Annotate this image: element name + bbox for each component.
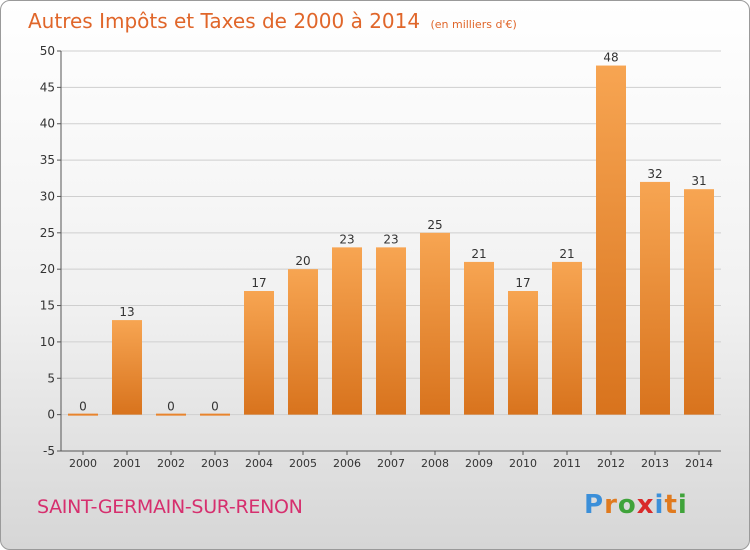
x-tick-label: 2005 (289, 457, 317, 470)
axes (57, 50, 721, 455)
y-tick-label: 0 (47, 408, 55, 422)
chart-title-text: Autres Impôts et Taxes de 2000 à 2014 (28, 9, 421, 33)
bar-2012[interactable] (596, 65, 626, 415)
x-tick-label: 2001 (113, 457, 141, 470)
logo-letter: o (617, 490, 637, 520)
logo-letter: i (677, 490, 688, 520)
data-label-2011: 21 (559, 247, 574, 261)
y-tick-label: 30 (40, 189, 55, 203)
x-tick-label: 2011 (553, 457, 581, 470)
x-tick-label: 2004 (245, 457, 273, 470)
bar-2004[interactable] (244, 291, 274, 415)
data-label-2003: 0 (211, 400, 219, 414)
x-tick-label: 2006 (333, 457, 361, 470)
data-label-2009: 21 (471, 247, 486, 261)
data-label-2010: 17 (515, 276, 530, 290)
logo-letter: i (654, 490, 665, 520)
bar-2001[interactable] (112, 320, 142, 415)
bar-2000[interactable] (68, 413, 98, 416)
x-tick-label: 2012 (597, 457, 625, 470)
data-label-2005: 20 (295, 254, 310, 268)
chart-title: Autres Impôts et Taxes de 2000 à 2014 (e… (28, 9, 517, 33)
x-tick-label: 2009 (465, 457, 493, 470)
data-label-2004: 17 (251, 276, 266, 290)
x-tick-label: 2002 (157, 457, 185, 470)
y-tick-label: 10 (40, 335, 55, 349)
bar-2002[interactable] (156, 413, 186, 416)
commune-name: SAINT-GERMAIN-SUR-RENON (37, 496, 303, 518)
bar-2005[interactable] (288, 269, 318, 415)
data-label-2000: 0 (79, 400, 87, 414)
bar-2013[interactable] (640, 181, 670, 415)
data-labels: 0 13 0 0 17 20 23 23 25 21 17 21 48 32 31 (79, 51, 706, 414)
x-tick-label: 2008 (421, 457, 449, 470)
logo-letter: x (636, 490, 655, 520)
bar-2008[interactable] (420, 232, 450, 415)
bar-2014[interactable] (684, 189, 714, 415)
y-tick-label: 35 (40, 153, 55, 167)
data-label-2002: 0 (167, 400, 175, 414)
y-tick-label: 15 (40, 299, 55, 313)
bar-2011[interactable] (552, 261, 582, 415)
bars (68, 65, 714, 416)
y-tick-label: 25 (40, 226, 55, 240)
data-label-2008: 25 (427, 218, 442, 232)
logo-letter: P (584, 490, 605, 520)
y-tick-label: 40 (40, 117, 55, 131)
y-tick-label: 45 (40, 80, 55, 94)
logo-letter: r (604, 490, 618, 520)
bar-2007[interactable] (376, 247, 406, 415)
bar-2009[interactable] (464, 261, 494, 415)
y-tick-label: 20 (40, 262, 55, 276)
proxiti-logo[interactable]: Proxiti (584, 490, 688, 520)
data-label-2014: 31 (691, 174, 706, 188)
y-tick-label: 5 (47, 371, 55, 385)
x-tick-label: 2013 (641, 457, 669, 470)
bar-2003[interactable] (200, 413, 230, 416)
y-tick-label: -5 (43, 444, 55, 458)
x-tick-label: 2007 (377, 457, 405, 470)
data-label-2013: 32 (647, 167, 662, 181)
logo-letter: t (664, 490, 678, 520)
x-tick-label: 2000 (69, 457, 97, 470)
bar-2010[interactable] (508, 291, 538, 415)
x-tick-label: 2014 (685, 457, 713, 470)
chart-unit: (en milliers d'€) (430, 18, 517, 31)
data-label-2001: 13 (119, 305, 134, 319)
x-tick-label: 2003 (201, 457, 229, 470)
x-tick-label: 2010 (509, 457, 537, 470)
data-label-2007: 23 (383, 232, 398, 246)
y-tick-label: 50 (40, 44, 55, 58)
bar-2006[interactable] (332, 247, 362, 415)
data-label-2012: 48 (603, 51, 618, 65)
data-label-2006: 23 (339, 232, 354, 246)
